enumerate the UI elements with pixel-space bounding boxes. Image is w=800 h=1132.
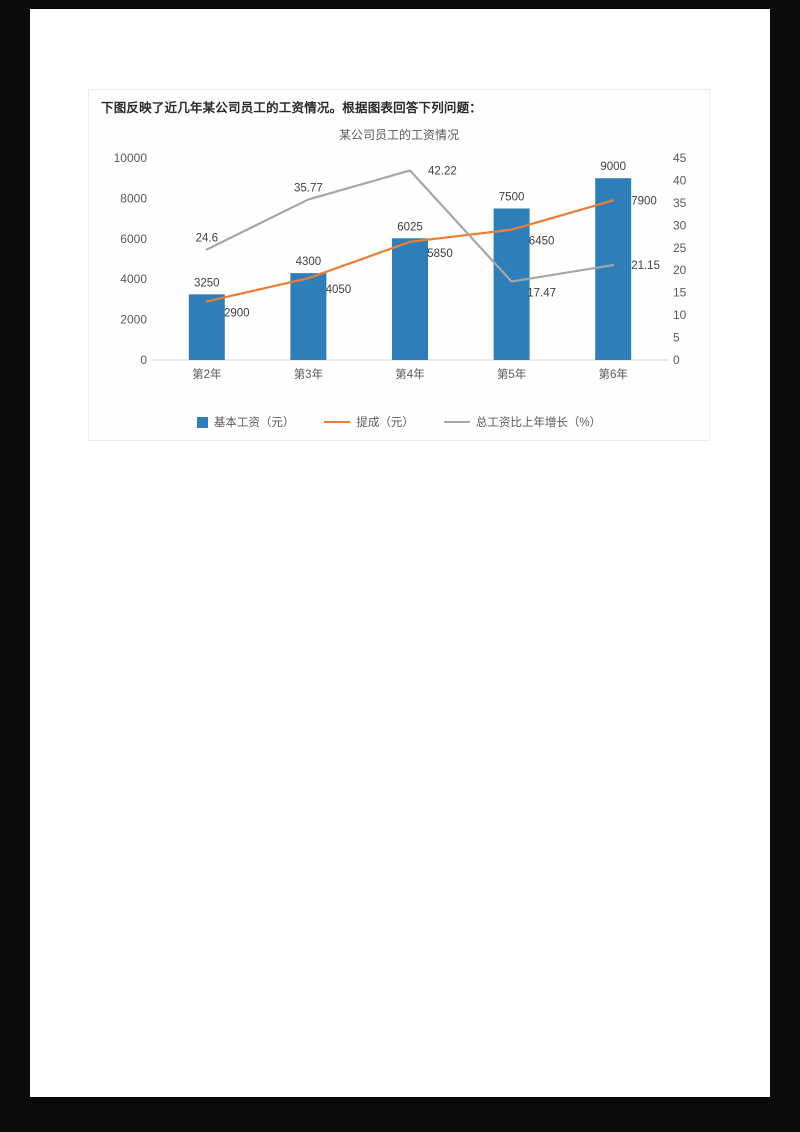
x-axis-category-label: 第6年 bbox=[598, 367, 627, 381]
basic-salary-swatch-icon bbox=[196, 416, 208, 428]
left-axis-tick-label: 0 bbox=[140, 353, 147, 367]
right-axis-tick-label: 5 bbox=[673, 331, 680, 345]
left-axis-tick-label: 6000 bbox=[120, 232, 147, 246]
left-axis-tick-label: 2000 bbox=[120, 313, 147, 327]
right-axis-tick-label: 25 bbox=[673, 241, 687, 255]
left-axis-tick-label: 8000 bbox=[120, 191, 147, 205]
data-label: 42.22 bbox=[428, 165, 457, 177]
data-label: 3250 bbox=[194, 277, 220, 289]
legend-item-commission: 提成（元） bbox=[324, 414, 414, 430]
chart-svg: 0 2000 4000 6000 8000 10000 0 5 10 15 20 25 30 35 40 45… bbox=[114, 151, 687, 381]
right-axis-tick-label: 30 bbox=[673, 218, 687, 232]
right-axis-tick-label: 15 bbox=[673, 286, 687, 300]
data-label: 5850 bbox=[427, 248, 453, 260]
chart-title: 某公司员工的工资情况 bbox=[338, 128, 459, 142]
data-label: 6025 bbox=[397, 221, 423, 233]
data-label: 7500 bbox=[499, 192, 525, 204]
x-axis-category-label: 第4年 bbox=[395, 367, 424, 381]
data-label: 4300 bbox=[296, 256, 322, 268]
bar bbox=[188, 294, 225, 360]
chart-card: 下图反映了近几年某公司员工的工资情况。根据图表回答下列问题： 某公司员工的工资情… bbox=[88, 89, 710, 441]
bar bbox=[595, 178, 632, 360]
data-label: 6450 bbox=[529, 236, 555, 248]
commission-line-swatch-icon bbox=[324, 421, 351, 423]
series-line bbox=[205, 169, 615, 283]
question-text: 下图反映了近几年某公司员工的工资情况。根据图表回答下列问题： bbox=[101, 101, 483, 115]
x-axis-category-label: 第2年 bbox=[192, 367, 221, 381]
data-label: 35.77 bbox=[294, 182, 323, 194]
right-axis-tick-label: 10 bbox=[673, 308, 687, 322]
growth-line-swatch-icon bbox=[443, 421, 470, 423]
legend-label-growth: 总工资比上年增长（%） bbox=[475, 417, 602, 429]
bar bbox=[392, 238, 428, 360]
data-label: 24.6 bbox=[196, 233, 218, 245]
series-line bbox=[205, 199, 615, 303]
right-axis-tick-label: 35 bbox=[673, 196, 687, 210]
data-label: 2900 bbox=[224, 307, 250, 319]
data-label: 17.47 bbox=[527, 288, 556, 300]
right-axis-tick-label: 45 bbox=[673, 151, 687, 165]
legend-item-basic-salary: 基本工资（元） bbox=[196, 414, 295, 430]
legend-label-commission: 提成（元） bbox=[356, 417, 414, 429]
data-label: 7900 bbox=[631, 195, 657, 207]
right-axis-tick-label: 40 bbox=[673, 173, 687, 187]
data-label: 9000 bbox=[600, 161, 626, 173]
bar bbox=[493, 208, 530, 360]
x-axis-category-label: 第5年 bbox=[497, 367, 526, 381]
bar bbox=[290, 273, 327, 360]
data-label: 21.15 bbox=[631, 260, 660, 272]
right-axis-tick-label: 20 bbox=[673, 263, 687, 277]
legend-item-growth: 总工资比上年增长（%） bbox=[443, 414, 602, 430]
x-axis-category-label: 第3年 bbox=[294, 367, 323, 381]
left-axis-tick-label: 10000 bbox=[114, 151, 148, 165]
data-label: 4050 bbox=[326, 284, 352, 296]
chart-legend: 基本工资（元） 提成（元） 总工资比上年增长（%） bbox=[89, 414, 709, 430]
document-page: 下图反映了近几年某公司员工的工资情况。根据图表回答下列问题： 某公司员工的工资情… bbox=[30, 9, 770, 1097]
legend-label-basic-salary: 基本工资（元） bbox=[213, 417, 295, 429]
left-axis-tick-label: 4000 bbox=[120, 272, 147, 286]
right-axis-tick-label: 0 bbox=[673, 353, 680, 367]
